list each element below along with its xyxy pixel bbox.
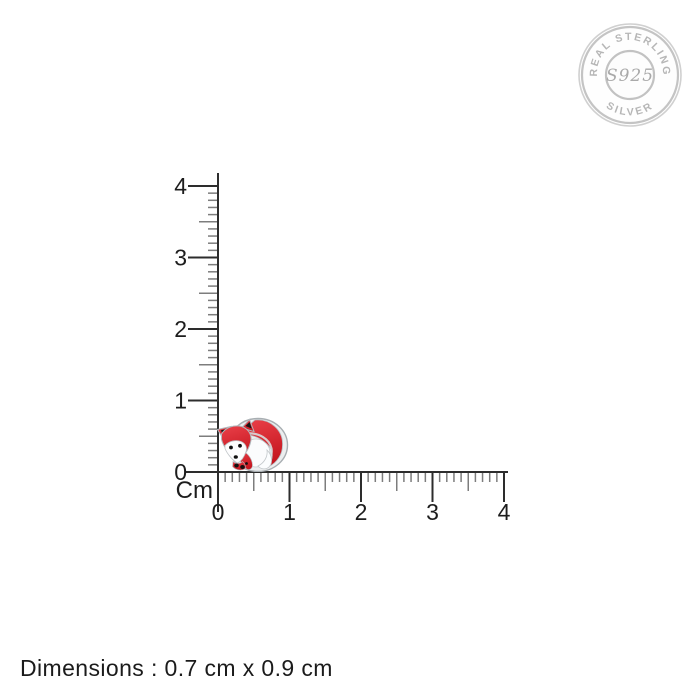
- fox-right-ear-inner: [245, 422, 252, 429]
- sterling-silver-badge: REAL STERLING SILVER S925: [578, 23, 682, 127]
- fox-paw-right: [240, 465, 245, 469]
- fox-nose: [233, 455, 238, 459]
- ruler-labels: 00 1 1 2 2 3 3 4 4: [174, 173, 510, 525]
- horizontal-ruler-label: 2: [355, 499, 368, 525]
- fox-paw-dot: [245, 462, 248, 465]
- horizontal-ruler-label: 0: [212, 499, 225, 525]
- vertical-ruler-label: 2: [174, 316, 187, 342]
- ruler-unit-label: Cm: [176, 477, 213, 504]
- horizontal-ruler-label: 4: [498, 499, 511, 525]
- ruler-ticks: [188, 185, 505, 502]
- fox-right-eye: [238, 443, 242, 448]
- fox-paw-left: [234, 463, 239, 468]
- tail-white-tip: [257, 448, 272, 470]
- badge-center-text: S925: [606, 66, 654, 86]
- fox-charm-product: [216, 417, 289, 472]
- horizontal-ruler-label: 3: [426, 499, 439, 525]
- vertical-ruler-label: 1: [174, 388, 187, 414]
- vertical-ruler-label: 0: [174, 459, 187, 485]
- badge-inner-ring: [604, 49, 656, 101]
- badge-second-ring: [580, 25, 680, 125]
- vertical-ruler-label: 3: [174, 245, 187, 271]
- vertical-ruler-label: 4: [174, 173, 187, 199]
- dimensions-caption: Dimensions : 0.7 cm x 0.9 cm: [20, 655, 333, 681]
- horizontal-ruler-label: 1: [283, 499, 296, 525]
- fox-left-eye: [229, 445, 233, 450]
